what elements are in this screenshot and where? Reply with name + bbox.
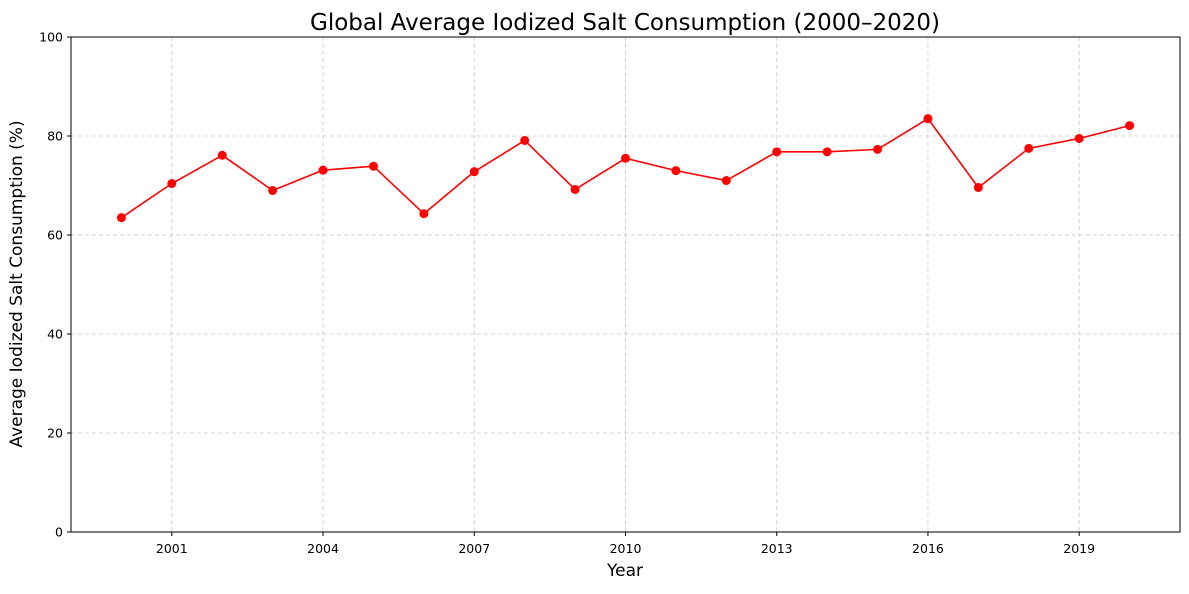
y-tick-label: 60 xyxy=(47,228,63,243)
data-point xyxy=(873,144,883,154)
x-tick-label: 2007 xyxy=(458,541,490,556)
data-point xyxy=(1024,143,1034,153)
data-point xyxy=(923,114,933,124)
tick-labels: 2001 2004 2007 2010 2013 2016 2019 0 20 40 60 80 100 xyxy=(39,30,1095,557)
data-point xyxy=(822,147,832,157)
x-tick-label: 2010 xyxy=(610,541,642,556)
x-axis-label: Year xyxy=(606,561,643,581)
x-tick-label: 2004 xyxy=(307,541,339,556)
x-tick-label: 2016 xyxy=(912,541,944,556)
data-point xyxy=(368,161,378,171)
y-tick-label: 80 xyxy=(47,129,63,144)
data-point xyxy=(318,165,328,175)
grid xyxy=(71,36,1180,533)
data-point xyxy=(520,135,530,145)
x-tick-label: 2013 xyxy=(761,541,793,556)
data-point xyxy=(621,153,630,163)
x-tick-label: 2019 xyxy=(1063,541,1095,556)
series xyxy=(116,114,1135,223)
data-point xyxy=(772,147,782,157)
data-point xyxy=(469,167,479,177)
data-point xyxy=(167,179,177,189)
y-axis-label: Average Iodized Salt Consumption (%) xyxy=(7,120,27,447)
axes xyxy=(67,36,1181,536)
plot-frame xyxy=(70,36,1181,533)
data-point xyxy=(570,184,580,194)
data-point xyxy=(671,166,681,176)
y-tick-label: 100 xyxy=(39,30,63,45)
data-point xyxy=(268,185,278,195)
data-point xyxy=(116,213,126,223)
series-line xyxy=(120,117,1130,219)
x-tick-label: 2001 xyxy=(156,541,188,556)
data-point xyxy=(1125,121,1135,131)
data-point xyxy=(217,150,227,160)
data-point xyxy=(419,209,429,219)
data-point xyxy=(1074,133,1084,143)
data-point xyxy=(973,182,983,192)
y-tick-label: 20 xyxy=(47,426,63,441)
y-tick-label: 0 xyxy=(55,525,63,540)
chart-title: Global Average Iodized Salt Consumption … xyxy=(310,10,940,36)
y-tick-label: 40 xyxy=(47,327,63,342)
data-point xyxy=(721,176,731,186)
